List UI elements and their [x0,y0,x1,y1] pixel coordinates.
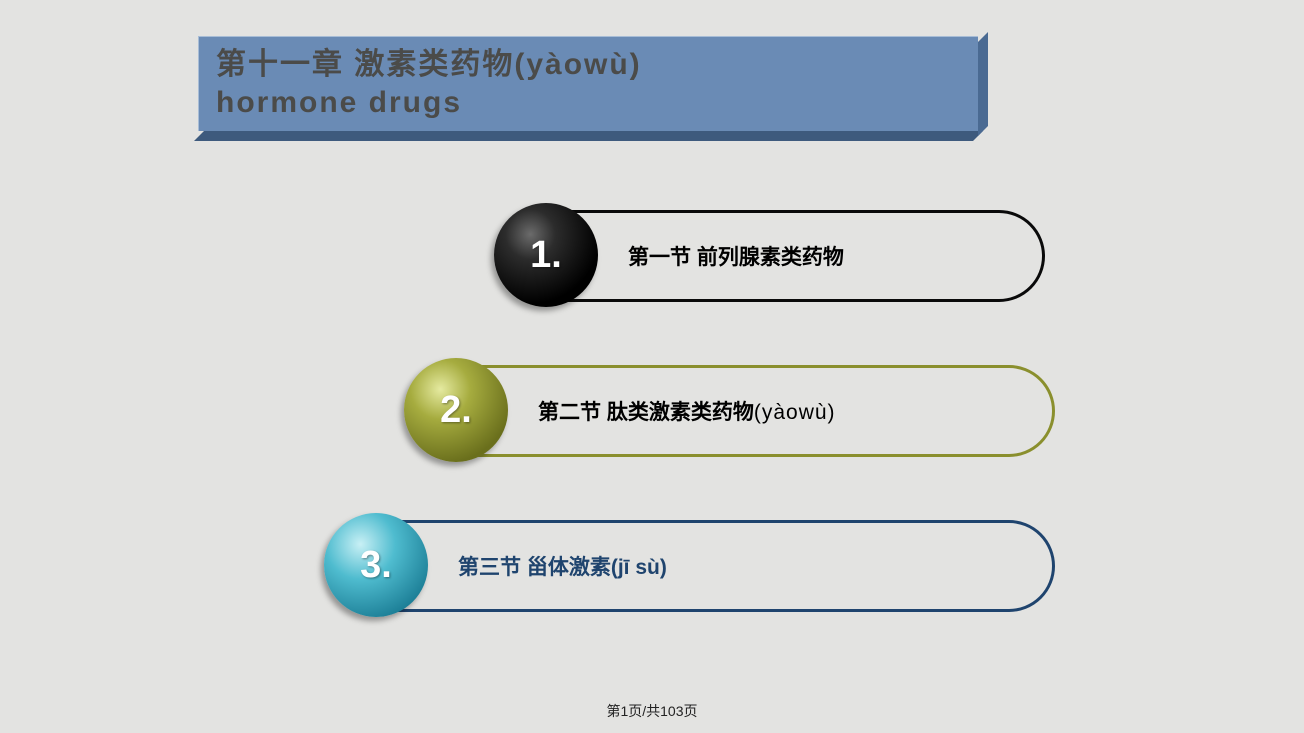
section-pill-2: 2. 第二节 肽类激素类药物(yàowù) [415,365,1055,457]
section-label-3: 第三节 甾体激素(jī sù) [458,551,667,581]
sphere-1: 1. [494,203,598,307]
sphere-num-3: 3. [360,544,392,587]
section-pill-1: 1. 第一节 前列腺素类药物 [505,210,1045,302]
sphere-num-2: 2. [440,389,472,432]
section-pill-3: 3. 第三节 甾体激素(jī sù) [335,520,1055,612]
sphere-num-1: 1. [530,234,562,277]
sphere-3: 3. [324,513,428,617]
chapter-title: 第十一章 激素类药物(yàowù) hormone drugs [198,36,978,133]
title-line-1: 第十一章 激素类药物(yàowù) [216,46,960,84]
section-label-2: 第二节 肽类激素类药物(yàowù) [538,396,836,426]
title-line-2: hormone drugs [216,84,960,122]
section-label-1: 第一节 前列腺素类药物 [628,241,844,271]
chapter-title-bar: 第十一章 激素类药物(yàowù) hormone drugs [198,36,978,131]
sphere-2: 2. [404,358,508,462]
page-footer: 第1页/共103页 [0,701,1304,721]
